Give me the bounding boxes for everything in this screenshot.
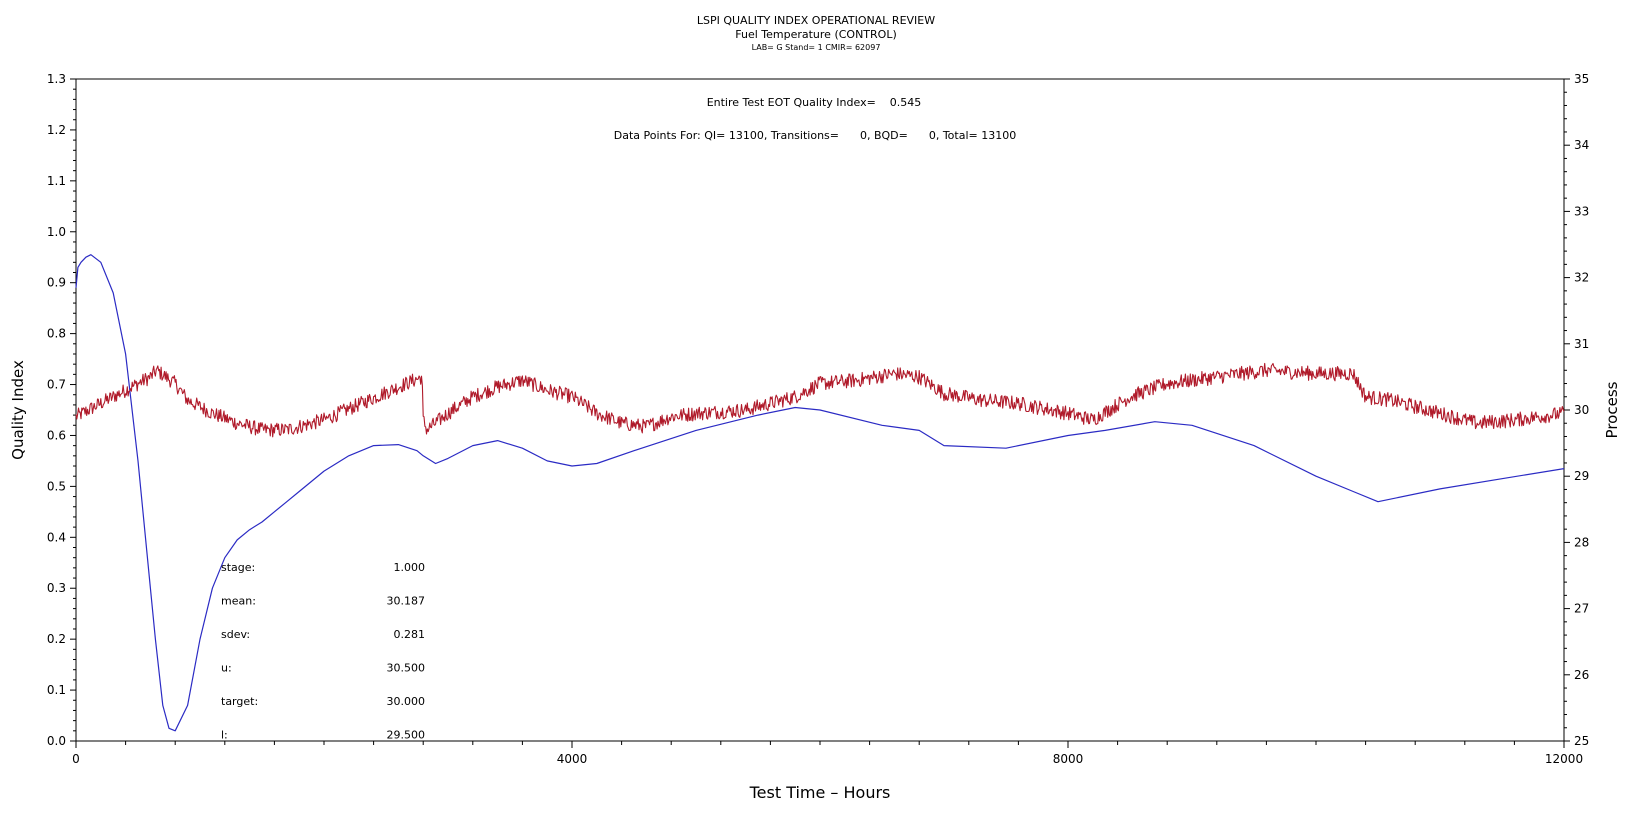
stat-label: mean: <box>221 595 256 608</box>
quality-index-series-line <box>75 254 1565 732</box>
y-axis-label: Quality Index <box>9 360 27 460</box>
chart-title: LSPI QUALITY INDEX OPERATIONAL REVIEW <box>696 14 936 27</box>
y2-tick-label: 34 <box>1574 138 1589 152</box>
stat-label: sdev: <box>221 628 250 641</box>
y2-tick-label: 31 <box>1574 337 1589 351</box>
stat-value: 29.500 <box>387 729 426 742</box>
quality-index-annotation: Entire Test EOT Quality Index= 0.545 <box>707 96 922 109</box>
y-tick-label: 0.5 <box>47 479 66 493</box>
x-tick-label: 12000 <box>1545 752 1583 766</box>
stat-value: 30.500 <box>387 662 426 675</box>
stat-value: 1.000 <box>394 561 426 574</box>
y-tick-label: 0.2 <box>47 632 66 646</box>
stat-value: 30.000 <box>387 695 426 708</box>
y2-tick-label: 29 <box>1574 469 1589 483</box>
y-tick-label: 0.3 <box>47 581 66 595</box>
chart-subtitle: Fuel Temperature (CONTROL) <box>735 28 897 41</box>
y2-axis-label: Process <box>1603 381 1621 438</box>
chart-info-line: LAB= G Stand= 1 CMIR= 62097 <box>751 43 881 52</box>
process-series-line <box>75 362 1565 438</box>
stat-label: stage: <box>221 561 255 574</box>
x-tick-label: 4000 <box>557 752 588 766</box>
y-tick-label: 0.4 <box>47 530 66 544</box>
y-tick-label: 1.0 <box>47 225 66 239</box>
stat-label: target: <box>221 695 258 708</box>
y-tick-label: 0.6 <box>47 428 66 442</box>
y2-tick-label: 28 <box>1574 535 1589 549</box>
x-tick-label: 8000 <box>1053 752 1084 766</box>
y-tick-label: 1.3 <box>47 72 66 86</box>
y-tick-label: 0.7 <box>47 378 66 392</box>
x-axis-label: Test Time – Hours <box>749 783 891 802</box>
y2-tick-label: 33 <box>1574 204 1589 218</box>
stat-label: u: <box>221 662 232 675</box>
stats-table: stage: 1.000 mean: 30.187 sdev: 0.281 u: 30.500… <box>221 561 425 742</box>
y2-tick-label: 25 <box>1574 734 1589 748</box>
y-tick-label: 0.9 <box>47 276 66 290</box>
data-points-annotation: Data Points For: QI= 13100, Transitions=… <box>614 129 1016 142</box>
y2-tick-label: 26 <box>1574 668 1589 682</box>
y-tick-label: 1.2 <box>47 123 66 137</box>
y-tick-label: 1.1 <box>47 174 66 188</box>
y-tick-label: 0.0 <box>47 734 66 748</box>
y2-tick-label: 32 <box>1574 271 1589 285</box>
y2-tick-label: 27 <box>1574 602 1589 616</box>
y-tick-label: 0.8 <box>47 327 66 341</box>
stat-value: 30.187 <box>387 595 426 608</box>
y2-tick-label: 35 <box>1574 72 1589 86</box>
y2-tick-label: 30 <box>1574 403 1589 417</box>
x-tick-label: 0 <box>72 752 80 766</box>
stat-label: l: <box>221 729 228 742</box>
y-tick-label: 0.1 <box>47 683 66 697</box>
stat-value: 0.281 <box>394 628 426 641</box>
